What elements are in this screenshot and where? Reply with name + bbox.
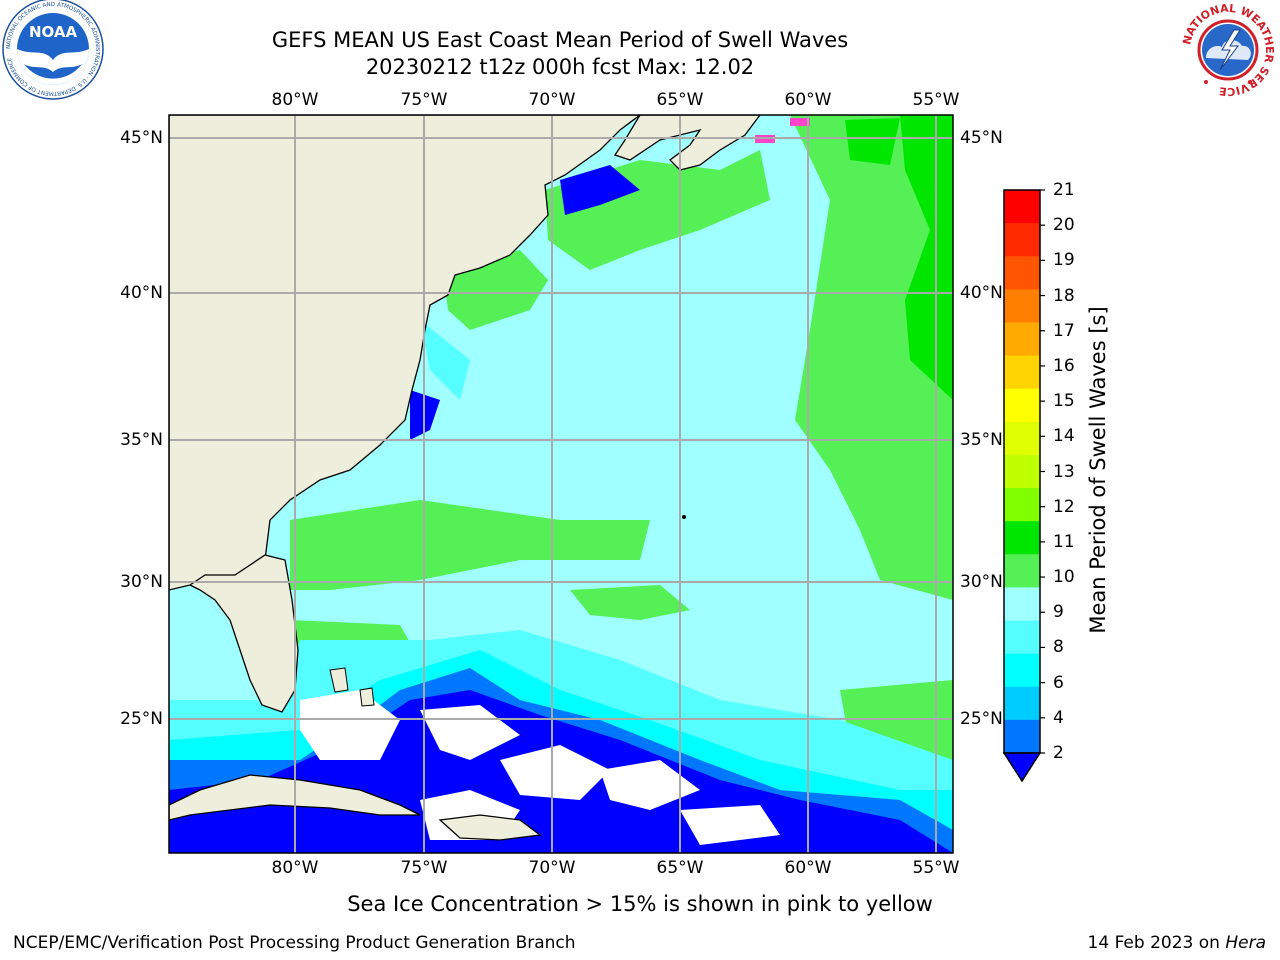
colorbar — [1002, 189, 1045, 783]
colorbar-swatch-14 — [1004, 421, 1040, 456]
lon-label-top-55w: 55°W — [912, 90, 960, 110]
map-title: GEFS MEAN US East Coast Mean Period of S… — [271, 28, 849, 52]
colorbar-swatch-21 — [1004, 190, 1040, 224]
colorbar-swatch-13 — [1004, 454, 1040, 489]
colorbar-tick-label-18: 18 — [1053, 285, 1075, 306]
colorbar-tick-label-15: 15 — [1053, 391, 1075, 412]
colorbar-tick-label-14: 14 — [1053, 426, 1075, 447]
footer-date-text: 14 Feb 2023 on — [1087, 933, 1226, 953]
colorbar-swatch-20 — [1004, 223, 1040, 257]
colorbar-swatch-4 — [1004, 686, 1040, 721]
colorbar-tick-label-9: 9 — [1053, 602, 1064, 623]
colorbar-tick-label-4: 4 — [1053, 707, 1064, 728]
swell-9-10s-band-south — [290, 500, 650, 590]
lon-label-bottom-80w: 80°W — [271, 858, 319, 878]
lat-label-left-45n: 45°N — [120, 128, 163, 148]
colorbar-tick-label-6: 6 — [1053, 672, 1064, 693]
swell-10-11s-northeast — [900, 115, 953, 400]
colorbar-swatch-6 — [1004, 653, 1040, 688]
land-bahamas-1 — [329, 667, 349, 693]
graticule — [169, 115, 953, 853]
colorbar-tick-label-21: 21 — [1053, 180, 1075, 200]
no-data-region-1 — [500, 745, 610, 800]
footer-date: 14 Feb 2023 on Hera — [1088, 933, 1266, 953]
colorbar-tick-label-2: 2 — [1053, 743, 1064, 763]
sea-ice-note: Sea Ice Concentration > 15% is shown in … — [347, 892, 933, 916]
colorbar-swatch-12 — [1004, 488, 1040, 522]
lon-label-top-60w: 60°W — [784, 90, 832, 110]
lat-label-right-35n: 35°N — [960, 430, 1003, 450]
map-subtitle: 20230212 t12z 000h fcst Max: 12.02 — [365, 55, 755, 79]
no-data-region-4 — [300, 690, 400, 760]
swell-7-8s-midatlantic — [420, 320, 470, 400]
lon-label-top-75w: 75°W — [400, 90, 448, 110]
colorbar-swatch-11 — [1004, 521, 1040, 555]
lon-label-bottom-60w: 60°W — [784, 858, 832, 878]
lon-label-bottom-55w: 55°W — [912, 858, 960, 878]
colorbar-swatch-17 — [1004, 322, 1040, 357]
land-nova-scotia — [613, 115, 761, 171]
lat-label-left-30n: 30°N — [120, 572, 163, 592]
no-data-region-3 — [680, 805, 780, 845]
lat-label-right-30n: 30°N — [960, 572, 1003, 592]
colorbar-swatch-10 — [1004, 554, 1040, 589]
noaa-logo: NATIONAL OCEANIC AND ATMOSPHERIC ADMINIS… — [2, 0, 104, 100]
swell-10-11s-north-patch — [845, 118, 900, 165]
lon-label-bottom-70w: 70°W — [528, 858, 576, 878]
swell-9-10s-east — [790, 115, 953, 600]
lon-label-top-80w: 80°W — [271, 90, 319, 110]
colorbar-swatch-2 — [1004, 719, 1040, 754]
footer-host: Hera — [1225, 933, 1266, 953]
lat-label-left-40n: 40°N — [120, 283, 163, 303]
colorbar-tick-label-8: 8 — [1053, 637, 1064, 658]
lat-label-left-35n: 35°N — [120, 430, 163, 450]
colorbar-label: Mean Period of Swell Waves [s] — [1086, 306, 1110, 634]
sea-ice-patch-2 — [790, 118, 810, 126]
lon-label-bottom-65w: 65°W — [656, 858, 704, 878]
colorbar-tick-label-20: 20 — [1053, 215, 1075, 236]
map-frame — [168, 114, 954, 854]
colorbar-tick-label-13: 13 — [1053, 461, 1075, 482]
no-data-region-2 — [600, 760, 700, 810]
land-bahamas-2 — [359, 687, 375, 707]
land-hispaniola — [438, 814, 542, 841]
lat-label-right-40n: 40°N — [960, 283, 1003, 303]
lat-label-right-45n: 45°N — [960, 128, 1003, 148]
footer-credit: NCEP/EMC/Verification Post Processing Pr… — [13, 933, 576, 953]
colorbar-under-extension — [1002, 752, 1042, 783]
colorbar-tick-label-16: 16 — [1053, 355, 1075, 376]
colorbar-tick-label-19: 19 — [1053, 250, 1075, 271]
land-bermuda — [682, 515, 686, 519]
colorbar-tick-label-11: 11 — [1053, 531, 1075, 552]
swell-under-2s-maine — [560, 165, 640, 215]
lon-label-bottom-75w: 75°W — [400, 858, 448, 878]
colorbar-tick-label-17: 17 — [1053, 320, 1075, 341]
lon-label-top-65w: 65°W — [656, 90, 704, 110]
nws-logo: NATIONAL WEATHER SERVICE — [1180, 2, 1276, 98]
lat-label-right-25n: 25°N — [960, 709, 1003, 729]
colorbar-swatch-16 — [1004, 355, 1040, 390]
colorbar-swatch-9 — [1004, 587, 1040, 622]
swell-9-10s-patch — [570, 585, 690, 620]
colorbar-tick-label-12: 12 — [1053, 496, 1075, 517]
colorbar-tick-label-10: 10 — [1053, 567, 1075, 588]
colorbar-swatch-18 — [1004, 289, 1040, 324]
colorbar-swatch-8 — [1004, 620, 1040, 655]
lat-label-left-25n: 25°N — [120, 709, 163, 729]
svg-text:NOAA: NOAA — [29, 23, 78, 41]
lon-label-top-70w: 70°W — [528, 90, 576, 110]
colorbar-swatch-19 — [1004, 256, 1040, 290]
colorbar-swatch-15 — [1004, 388, 1040, 423]
